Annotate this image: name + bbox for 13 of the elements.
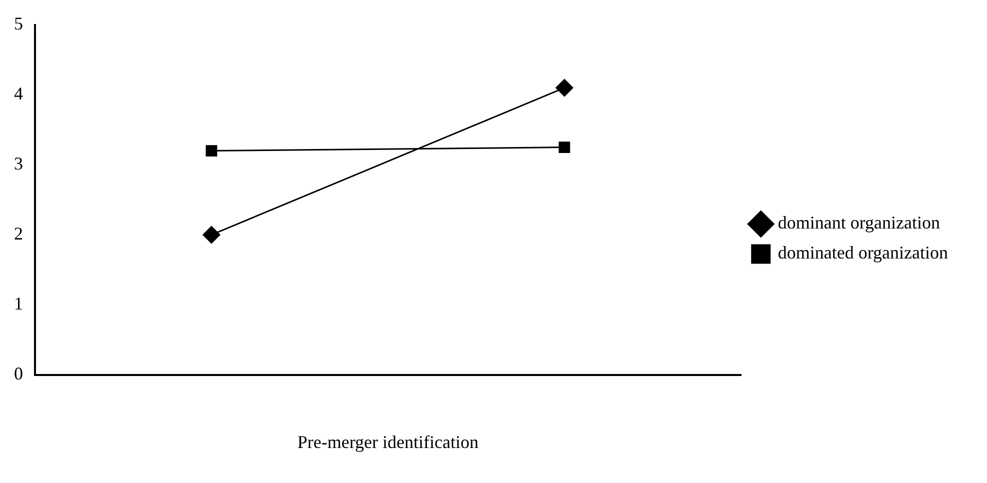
- y-tick-label: 0: [14, 364, 23, 384]
- legend-label: dominant organization: [778, 212, 940, 233]
- y-tick-label: 4: [14, 84, 23, 104]
- y-tick-label: 5: [14, 14, 23, 34]
- point: [202, 226, 220, 244]
- x-axis-title: Pre-merger identification: [297, 432, 478, 452]
- point: [556, 79, 574, 97]
- y-tick-label: 1: [14, 294, 23, 314]
- legend-label: dominated organization: [778, 242, 948, 263]
- y-tick-label: 3: [14, 154, 23, 174]
- y-tick-label: 2: [14, 224, 23, 244]
- point: [206, 145, 218, 156]
- point: [558, 142, 570, 153]
